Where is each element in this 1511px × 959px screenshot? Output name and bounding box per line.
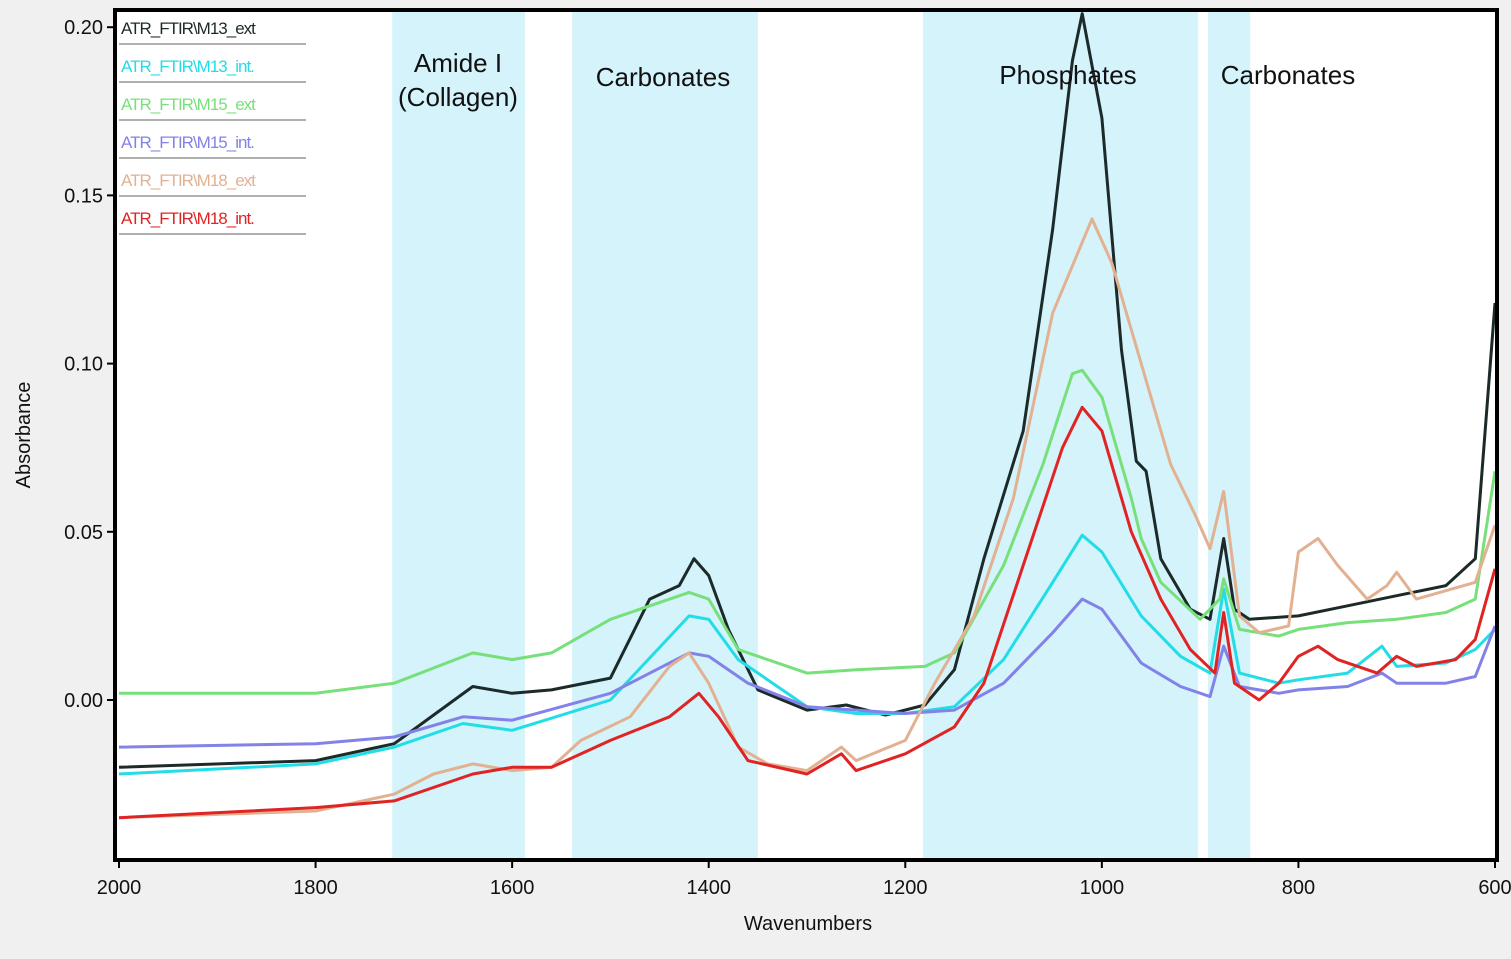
legend-entry: ATR_FTIR\M18_ext bbox=[121, 171, 256, 190]
y-axis-label: Absorbance bbox=[13, 382, 35, 489]
legend-entry: ATR_FTIR\M15_ext bbox=[121, 95, 256, 114]
x-tick-label: 800 bbox=[1282, 877, 1315, 899]
y-tick-label: 0.05 bbox=[64, 522, 103, 544]
series-line-2 bbox=[119, 368, 1497, 695]
legend: ATR_FTIR\M13_ext ATR_FTIR\M13_int. ATR_FTI… bbox=[117, 12, 307, 238]
series-line-0 bbox=[118, 12, 1497, 769]
band-region bbox=[922, 10, 1199, 860]
x-tick-label: 2000 bbox=[97, 877, 142, 899]
y-tick-label: 0.00 bbox=[64, 690, 103, 712]
plot-frame bbox=[113, 8, 1499, 862]
series-line-4 bbox=[118, 217, 1497, 820]
x-tick-label: 1600 bbox=[490, 877, 535, 899]
band-label: Amide I bbox=[414, 48, 502, 78]
legend-entry: ATR_FTIR\M18_int. bbox=[121, 209, 254, 228]
x-tick-label: 1400 bbox=[686, 877, 731, 899]
x-tick-label: 600 bbox=[1478, 877, 1511, 899]
band-label: Carbonates bbox=[1221, 60, 1355, 90]
y-tick-label: 0.15 bbox=[64, 185, 103, 207]
legend-entry: ATR_FTIR\M15_int. bbox=[121, 133, 254, 152]
series-line-3 bbox=[118, 597, 1497, 749]
band-label: Phosphates bbox=[999, 60, 1136, 90]
series-line-1 bbox=[118, 533, 1497, 776]
legend-entry: ATR_FTIR\M13_int. bbox=[121, 57, 254, 76]
y-tick-label: 0.10 bbox=[64, 354, 103, 376]
series-line-5 bbox=[118, 405, 1497, 820]
band-label: Carbonates bbox=[596, 62, 730, 92]
y-tick-label: 0.20 bbox=[64, 17, 103, 39]
legend-entry: ATR_FTIR\M13_ext bbox=[121, 19, 256, 38]
legend-box bbox=[117, 12, 307, 238]
band-region bbox=[1208, 10, 1251, 860]
plot-area bbox=[115, 10, 1497, 860]
x-tick-label: 1800 bbox=[293, 877, 338, 899]
band-sublabel: (Collagen) bbox=[398, 82, 518, 112]
x-tick-label: 1000 bbox=[1080, 877, 1125, 899]
x-tick-label: 1200 bbox=[883, 877, 928, 899]
axes-group: 2000 1800 1600 1400 1200 1000 800 600 0.00 0.05 0.… bbox=[64, 17, 1511, 899]
series-group bbox=[118, 12, 1497, 820]
x-axis-label: Wavenumbers bbox=[744, 913, 872, 935]
